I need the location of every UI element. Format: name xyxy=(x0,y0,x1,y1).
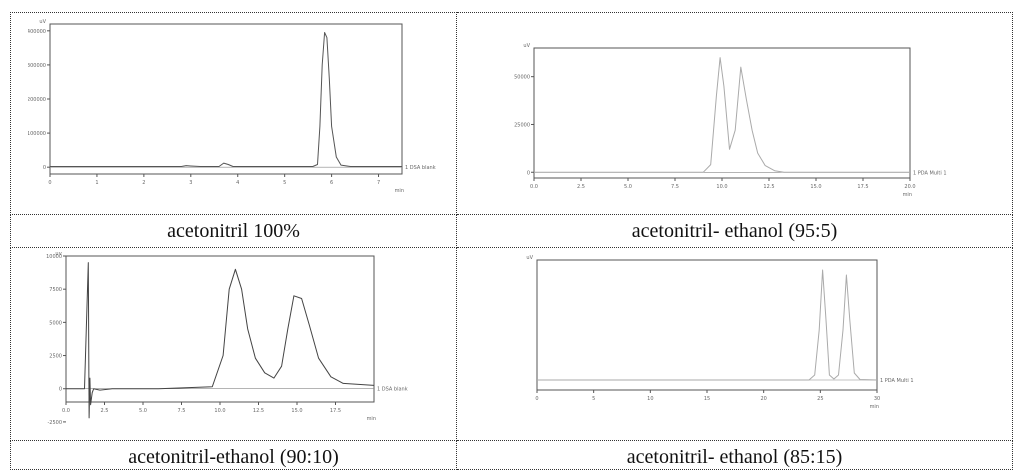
y-tick-label: 0 xyxy=(527,170,530,176)
caption-1: acetonitril 100% xyxy=(10,215,457,248)
x-tick-label: 25 xyxy=(817,396,823,402)
chromatogram-trace xyxy=(537,269,878,381)
x-axis-label: min xyxy=(395,188,404,194)
chromatogram-4: 0 5 10 15 20 25 30 uV min 1 PDA Multi 1 xyxy=(525,252,955,412)
x-axis-label: min xyxy=(870,404,879,410)
detector-label: 1 DSA blank xyxy=(405,165,436,171)
x-tick-label: 7 xyxy=(377,180,380,186)
x-tick-label: 5.0 xyxy=(139,408,147,414)
y-tick-label: 300000 xyxy=(28,63,46,69)
chromatogram-1-svg: 0 1 2 3 4 5 6 7 0 100000 200000 300000 400000 uV min 1 … xyxy=(28,19,436,194)
caption-4: acetonitril- ethanol (85:15) xyxy=(457,441,1013,470)
chromatogram-4-svg: 0 5 10 15 20 25 30 uV min 1 PDA Multi 1 xyxy=(526,255,914,410)
x-tick-label: 7.5 xyxy=(178,408,186,414)
y-tick-label: 7500 xyxy=(49,287,62,293)
y-axis-label: uV xyxy=(526,255,533,261)
x-tick-label: 0.0 xyxy=(530,184,538,190)
plot-frame xyxy=(65,255,375,403)
y-tick-label: 2500 xyxy=(49,354,62,360)
chromatogram-trace xyxy=(534,57,910,173)
x-tick-label: 0.0 xyxy=(62,408,70,414)
x-tick-label: 15.0 xyxy=(810,184,821,190)
chromatogram-1: 0 1 2 3 4 5 6 7 0 100000 200000 300000 400000 uV min 1 … xyxy=(28,18,438,203)
caption-2: acetonitril- ethanol (95:5) xyxy=(457,215,1013,248)
x-tick-label: 5 xyxy=(283,180,286,186)
detector-label: 1 PDA Multi 1 xyxy=(880,378,914,384)
chromatogram-3-svg: 0.0 2.5 5.0 7.5 10.0 12.5 15.0 17.5 -2500 0 2500 50… xyxy=(46,252,408,426)
chromatogram-3: 0.0 2.5 5.0 7.5 10.0 12.5 15.0 17.5 -2500 0 2500 50… xyxy=(40,252,440,427)
y-axis-label: uV xyxy=(523,43,530,49)
y-tick-label: 200000 xyxy=(28,97,46,103)
x-tick-label: 4 xyxy=(236,180,239,186)
x-tick-label: 17.5 xyxy=(330,408,341,414)
y-tick-label: 0 xyxy=(59,387,62,393)
y-tick-label: 10000 xyxy=(46,254,62,260)
y-tick-label: 50000 xyxy=(514,75,530,81)
x-tick-label: 10.0 xyxy=(716,184,727,190)
chromatogram-2-svg: 0.0 2.5 5.0 7.5 10.0 12.5 15.0 17.5 20.0 0 25000 50… xyxy=(514,43,947,198)
x-axis-label: min xyxy=(367,416,376,422)
x-tick-label: 2.5 xyxy=(101,408,109,414)
x-tick-label: 2 xyxy=(142,180,145,186)
x-tick-label: 12.5 xyxy=(763,184,774,190)
y-tick-label: 25000 xyxy=(514,122,530,128)
x-tick-label: 12.5 xyxy=(253,408,264,414)
x-tick-label: 0 xyxy=(535,396,538,402)
figure-grid: acetonitril 100% acetonitril- ethanol (9… xyxy=(10,12,1013,470)
x-tick-label: 10 xyxy=(647,396,653,402)
x-axis-label: min xyxy=(903,192,912,198)
y-tick-label: 0 xyxy=(43,165,46,171)
x-tick-label: 15 xyxy=(704,396,710,402)
plot-frame xyxy=(49,23,403,175)
y-axis-label: uV xyxy=(55,252,62,257)
chromatogram-2: 0.0 2.5 5.0 7.5 10.0 12.5 15.0 17.5 20.0 0 25000 50… xyxy=(500,40,970,200)
chromatogram-trace xyxy=(66,262,375,419)
x-tick-label: 2.5 xyxy=(577,184,585,190)
y-axis-label: uV xyxy=(39,19,46,25)
x-tick-label: 1 xyxy=(95,180,98,186)
x-tick-label: 17.5 xyxy=(857,184,868,190)
chromatogram-trace xyxy=(50,32,402,167)
detector-label: 1 PDA Multi 1 xyxy=(913,170,947,176)
y-tick-label: 400000 xyxy=(28,29,46,35)
caption-3: acetonitril-ethanol (90:10) xyxy=(10,441,457,470)
chart-cell-1 xyxy=(10,12,457,215)
x-tick-label: 20 xyxy=(760,396,766,402)
y-tick-label: -2500 xyxy=(47,420,62,426)
x-tick-label: 0 xyxy=(48,180,51,186)
x-tick-label: 7.5 xyxy=(671,184,679,190)
plot-frame xyxy=(533,47,911,179)
x-tick-label: 3 xyxy=(189,180,192,186)
y-tick-label: 100000 xyxy=(28,131,46,137)
y-tick-label: 5000 xyxy=(49,320,62,326)
x-tick-label: 30 xyxy=(874,396,880,402)
x-tick-label: 10.0 xyxy=(214,408,225,414)
x-tick-label: 20.0 xyxy=(904,184,915,190)
x-tick-label: 5.0 xyxy=(624,184,632,190)
x-tick-label: 6 xyxy=(330,180,333,186)
chart-cell-3 xyxy=(10,248,457,441)
detector-label: 1 DSA blank xyxy=(377,387,408,393)
x-tick-label: 5 xyxy=(592,396,595,402)
x-tick-label: 15.0 xyxy=(291,408,302,414)
